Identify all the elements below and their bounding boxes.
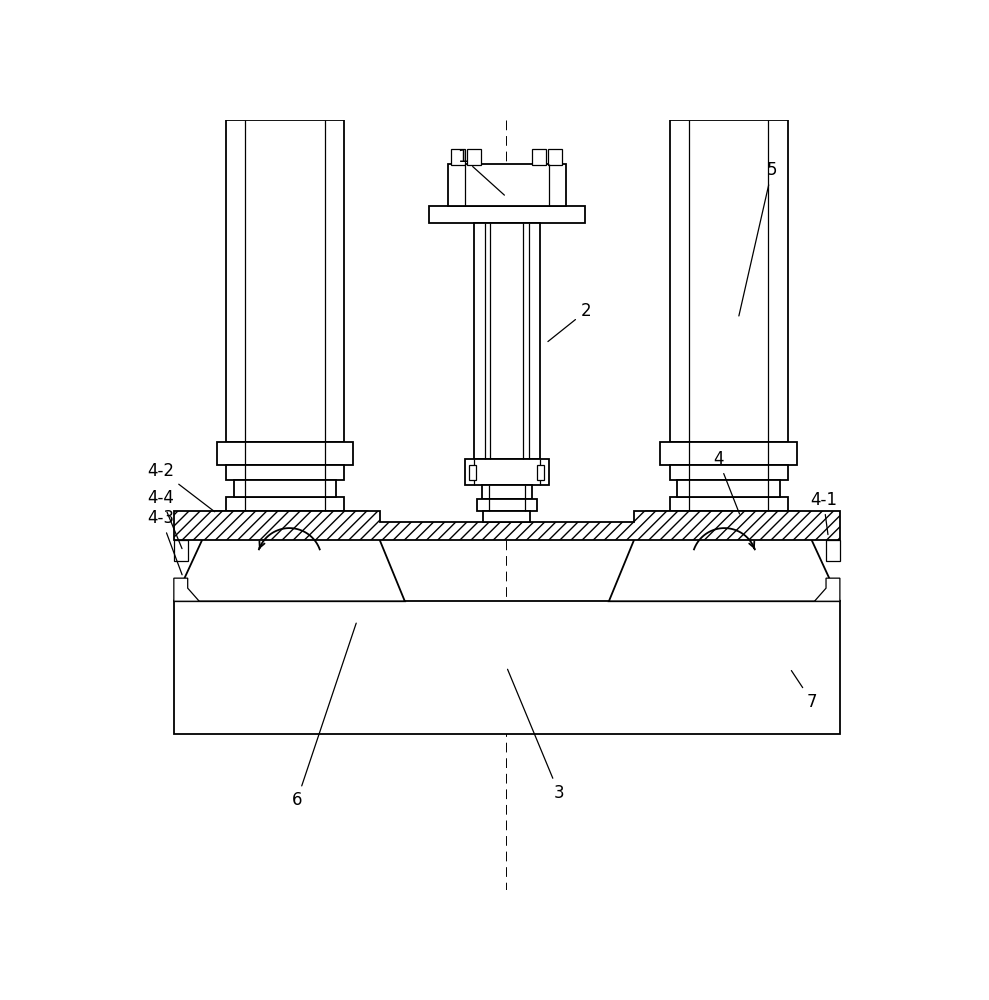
Bar bbox=[536, 465, 544, 480]
Text: 4-4: 4-4 bbox=[147, 489, 182, 549]
Bar bbox=[467, 149, 481, 165]
Bar bbox=[469, 465, 477, 480]
Bar bbox=[226, 497, 344, 511]
Bar bbox=[482, 485, 532, 499]
Polygon shape bbox=[174, 511, 840, 540]
Text: 6: 6 bbox=[292, 623, 356, 809]
Bar bbox=[174, 601, 840, 734]
Bar bbox=[226, 465, 344, 480]
Bar bbox=[474, 223, 540, 459]
Text: 2: 2 bbox=[548, 302, 591, 342]
Bar bbox=[448, 164, 566, 206]
Text: 4-3: 4-3 bbox=[147, 509, 182, 575]
Bar bbox=[484, 511, 530, 522]
Bar bbox=[677, 480, 780, 497]
Bar bbox=[217, 442, 353, 465]
Text: 4-2: 4-2 bbox=[147, 462, 215, 512]
Bar bbox=[226, 120, 344, 442]
Text: 7: 7 bbox=[791, 671, 817, 711]
Bar bbox=[478, 499, 536, 511]
Bar bbox=[485, 499, 529, 511]
Text: 5: 5 bbox=[739, 161, 777, 316]
Bar bbox=[532, 149, 546, 165]
Polygon shape bbox=[609, 511, 840, 601]
Polygon shape bbox=[174, 578, 199, 601]
Bar bbox=[174, 540, 188, 561]
Bar bbox=[428, 206, 585, 223]
Text: 3: 3 bbox=[507, 669, 564, 802]
Bar bbox=[670, 465, 787, 480]
Bar bbox=[826, 540, 840, 561]
Bar bbox=[233, 480, 336, 497]
Polygon shape bbox=[815, 578, 840, 601]
Bar bbox=[661, 442, 797, 465]
Polygon shape bbox=[174, 511, 405, 601]
Bar bbox=[670, 120, 787, 442]
Text: 1: 1 bbox=[457, 148, 504, 195]
Text: 4-1: 4-1 bbox=[810, 491, 837, 535]
Bar bbox=[670, 497, 787, 511]
Bar bbox=[548, 149, 562, 165]
Text: 4: 4 bbox=[713, 450, 740, 514]
Bar bbox=[451, 149, 465, 165]
Bar bbox=[465, 459, 549, 485]
